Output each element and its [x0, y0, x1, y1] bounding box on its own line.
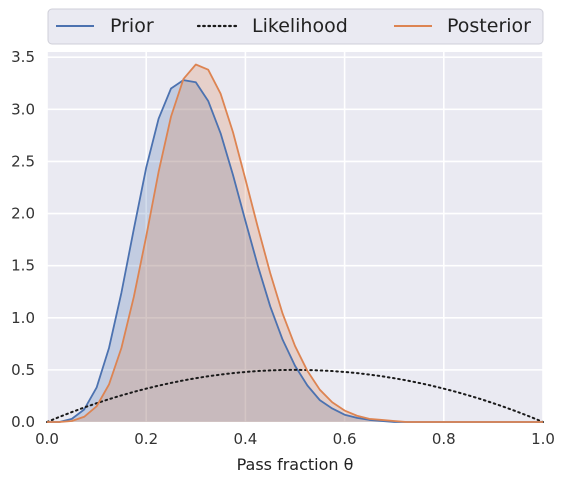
- grid: [46, 52, 544, 423]
- legend-label-prior: Prior: [110, 15, 154, 37]
- y-tick-label: 3.5: [11, 48, 35, 66]
- legend-label-posterior: Posterior: [447, 15, 531, 37]
- area-fills: [47, 64, 543, 422]
- series-fill-posterior: [47, 64, 543, 422]
- x-tick-label: 0.2: [134, 430, 158, 448]
- legend-box: [47, 8, 544, 45]
- y-tick-label: 2.0: [11, 205, 35, 223]
- x-axis-label: Pass fraction θ: [237, 455, 354, 474]
- x-tick-label: 0.0: [35, 430, 59, 448]
- series-lines: [46, 63, 544, 423]
- series-line-posterior: [47, 63, 543, 423]
- plot-background: [47, 52, 543, 422]
- x-tick-label: 1.0: [531, 430, 555, 448]
- x-tick-label: 0.8: [432, 430, 456, 448]
- y-tick-label: 1.0: [11, 309, 35, 327]
- x-tick-label: 0.6: [333, 430, 357, 448]
- legend-label-likelihood: Likelihood: [252, 15, 348, 37]
- x-tick-labels: 0.0 0.2 0.4 0.6 0.8 1.0: [35, 430, 555, 448]
- series-fill-prior: [47, 80, 543, 422]
- series-line-likelihood: [46, 368, 544, 423]
- y-tick-label: 2.5: [11, 152, 35, 170]
- y-tick-label: 1.5: [11, 257, 35, 275]
- y-tick-label: 0.0: [11, 413, 35, 431]
- y-tick-label: 0.5: [11, 361, 35, 379]
- y-tick-labels: 0.0 0.5 1.0 1.5 2.0 2.5 3.0 3.5: [11, 48, 35, 431]
- y-tick-label: 3.0: [11, 100, 35, 118]
- legend: Prior Likelihood Posterior: [47, 8, 544, 45]
- x-tick-label: 0.4: [233, 430, 257, 448]
